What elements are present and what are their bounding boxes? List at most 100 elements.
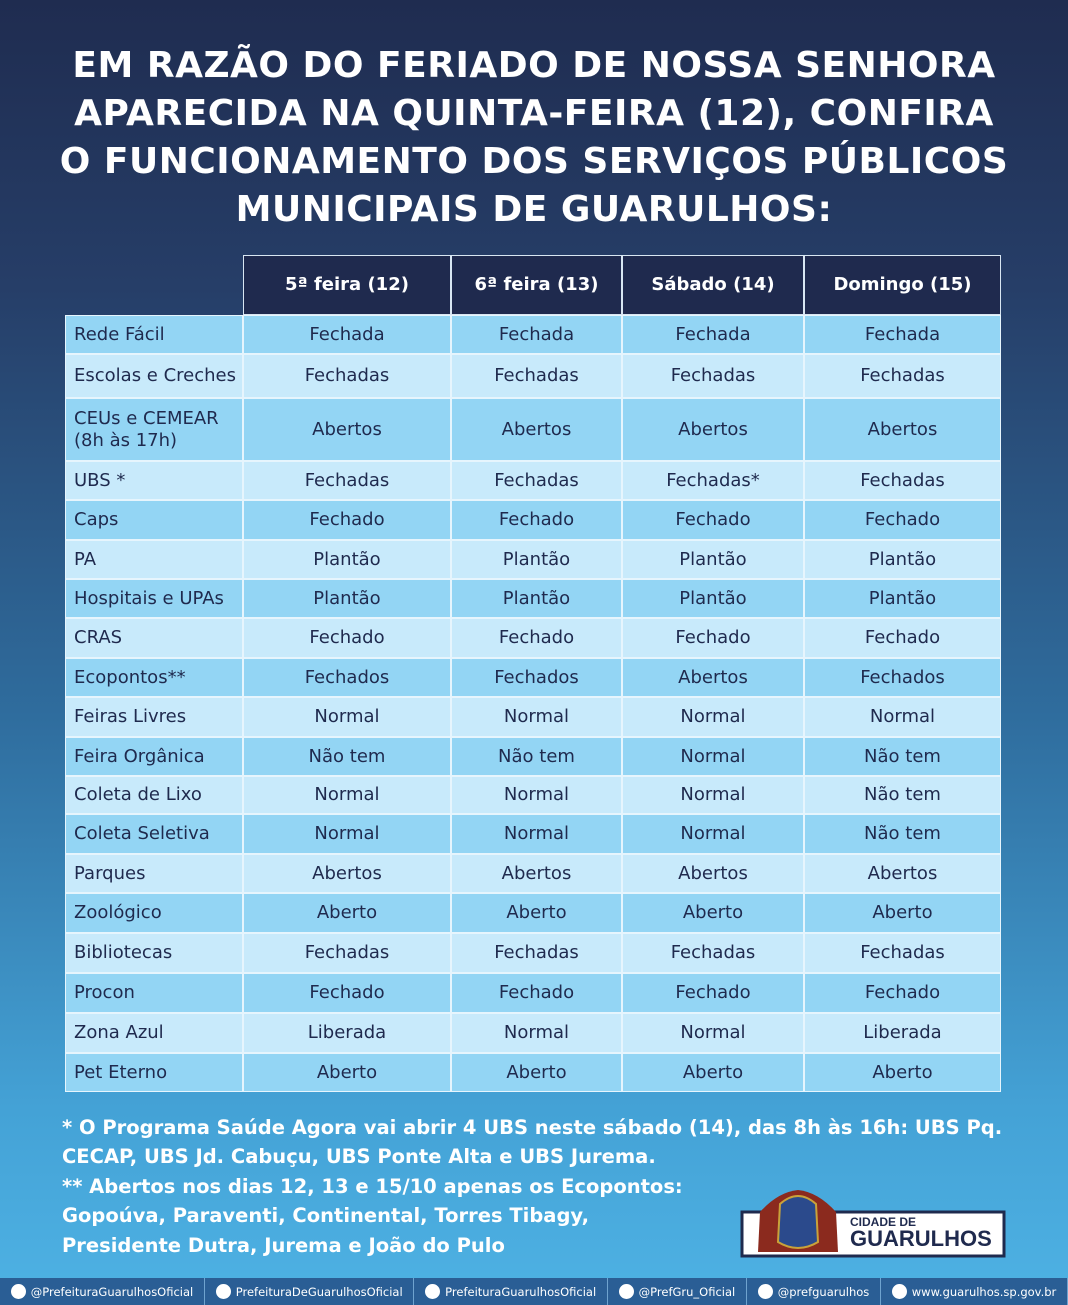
footnote-line: ** Abertos nos dias 12, 13 e 15/10 apena… (62, 1175, 683, 1198)
table-cell: Normal (622, 1013, 804, 1053)
row-label: Rede Fácil (65, 315, 243, 354)
table-cell: Fechada (804, 315, 1001, 354)
table-cell: Fechadas (622, 933, 804, 973)
table-cell: Fechados (451, 658, 622, 697)
column-header: Sábado (14) (622, 255, 804, 315)
title-line: O FUNCIONAMENTO DOS SERVIÇOS PÚBLICOS (59, 141, 1009, 182)
footer-text: @PrefGru_Oficial (638, 1284, 736, 1299)
table-cell: Fechados (243, 658, 451, 697)
table-cell: Normal (622, 814, 804, 854)
footnote-line: Presidente Dutra, Jurema e João do Pulo (62, 1234, 505, 1257)
table-cell: Abertos (451, 854, 622, 893)
footer-item: PrefeituraGuarulhosOficial (414, 1278, 608, 1305)
table-cell: Abertos (451, 398, 622, 461)
table-cell: Aberto (804, 1053, 1001, 1092)
table-cell: Fechadas (243, 933, 451, 973)
table-cell: Abertos (622, 658, 804, 697)
table-cell: Fechada (451, 315, 622, 354)
footer-bar: @PrefeituraGuarulhosOficial PrefeituraDeG… (0, 1278, 1068, 1305)
footer-icon (618, 1284, 634, 1299)
table-cell: Não tem (804, 776, 1001, 814)
table-cell: Fechadas (243, 354, 451, 398)
table-cell: Normal (243, 814, 451, 854)
table-cell: Não tem (243, 737, 451, 776)
footer-text: PrefeituraDeGuarulhosOficial (235, 1284, 403, 1299)
table-cell: Normal (622, 697, 804, 737)
table-cell: Fechado (622, 618, 804, 658)
table-cell: Fechado (243, 500, 451, 540)
table-cell: Plantão (804, 540, 1001, 579)
row-label: CEUs e CEMEAR (8h às 17h) (65, 398, 243, 461)
row-label: Feira Orgânica (65, 737, 243, 776)
logo-line2: GUARULHOS (850, 1226, 992, 1251)
table-cell: Fechada (622, 315, 804, 354)
table-cell: Fechadas (804, 461, 1001, 500)
table-cell: Fechados (804, 658, 1001, 697)
footer-text: PrefeituraGuarulhosOficial (445, 1284, 597, 1299)
footer-item: PrefeituraDeGuarulhosOficial (205, 1278, 415, 1305)
table-cell: Plantão (243, 579, 451, 618)
table-cell: Fechadas (622, 354, 804, 398)
row-label: Coleta Seletiva (65, 814, 243, 854)
table-cell: Fechadas (804, 354, 1001, 398)
table-cell: Normal (243, 697, 451, 737)
table-cell: Fechado (804, 500, 1001, 540)
footer-icon (215, 1284, 231, 1299)
table-cell: Fechado (622, 973, 804, 1013)
title-line: EM RAZÃO DO FERIADO DE NOSSA SENHORA (72, 45, 996, 86)
table-cell: Fechado (451, 973, 622, 1013)
footer-text: @PrefeituraGuarulhosOficial (30, 1284, 194, 1299)
table-cell: Aberto (451, 1053, 622, 1092)
table-cell: Não tem (804, 814, 1001, 854)
table-cell: Normal (622, 737, 804, 776)
table-cell: Fechado (451, 500, 622, 540)
table-cell: Fechadas (243, 461, 451, 500)
row-label: Zona Azul (65, 1013, 243, 1053)
table-cell: Não tem (451, 737, 622, 776)
row-label: Caps (65, 500, 243, 540)
table-cell: Aberto (622, 893, 804, 933)
footer-icon (757, 1284, 773, 1299)
table-cell: Normal (451, 814, 622, 854)
table-cell: Normal (451, 1013, 622, 1053)
table-cell: Aberto (243, 1053, 451, 1092)
row-label: Parques (65, 854, 243, 893)
table-cell: Normal (622, 776, 804, 814)
table-cell: Normal (243, 776, 451, 814)
table-cell: Abertos (622, 398, 804, 461)
footer-icon (10, 1284, 26, 1299)
table-cell: Fechado (451, 618, 622, 658)
table-cell: Plantão (243, 540, 451, 579)
table-cell: Aberto (243, 893, 451, 933)
table-cell: Abertos (804, 398, 1001, 461)
table-cell: Normal (451, 697, 622, 737)
table-cell: Abertos (243, 854, 451, 893)
row-label: Ecopontos** (65, 658, 243, 697)
table-cell: Não tem (804, 737, 1001, 776)
footer-text: www.guarulhos.sp.gov.br (911, 1284, 1057, 1299)
row-label: Coleta de Lixo (65, 776, 243, 814)
row-label: Feiras Livres (65, 697, 243, 737)
table-cell: Abertos (804, 854, 1001, 893)
title-line: APARECIDA NA QUINTA-FEIRA (12), CONFIRA (74, 93, 994, 134)
table-cell: Plantão (451, 579, 622, 618)
table-cell: Normal (451, 776, 622, 814)
table-cell: Fechadas (451, 354, 622, 398)
title-line: MUNICIPAIS DE GUARULHOS: (235, 189, 833, 230)
row-label: PA (65, 540, 243, 579)
table-cell: Fechadas (451, 933, 622, 973)
table-cell: Fechado (622, 500, 804, 540)
table-cell: Normal (804, 697, 1001, 737)
column-header: 5ª feira (12) (243, 255, 451, 315)
table-cell: Liberada (804, 1013, 1001, 1053)
logo-shield (776, 1195, 820, 1249)
table-cell: Fechado (243, 618, 451, 658)
footer-item: @prefguarulhos (747, 1278, 882, 1305)
footer-item: www.guarulhos.sp.gov.br (881, 1278, 1068, 1305)
footer-text: @prefguarulhos (777, 1284, 870, 1299)
table-cell: Fechada (243, 315, 451, 354)
row-label: CRAS (65, 618, 243, 658)
footnote-line: CECAP, UBS Jd. Cabuçu, UBS Ponte Alta e … (62, 1145, 656, 1168)
column-header: 6ª feira (13) (451, 255, 622, 315)
